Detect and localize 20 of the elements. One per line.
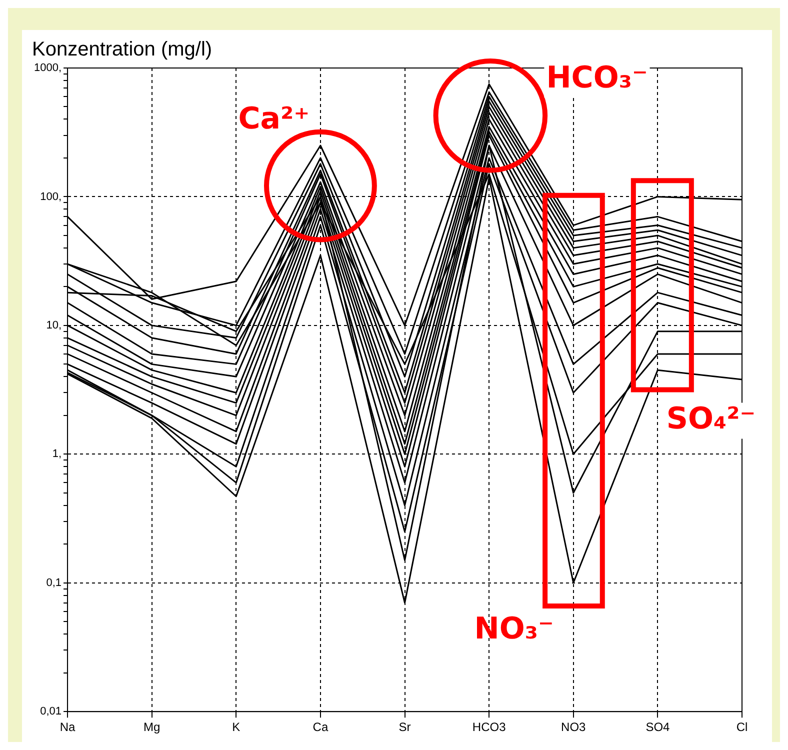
- annotation: NO₃⁻: [474, 611, 554, 646]
- y-tick-label: 10,: [46, 319, 62, 332]
- annotation: Ca²⁺: [238, 102, 310, 137]
- x-tick-label: SO4: [646, 720, 670, 734]
- y-tick-label: 0,01: [40, 706, 62, 718]
- x-tick-label: Na: [60, 720, 76, 734]
- x-tick-label: Sr: [398, 720, 411, 734]
- y-tick-label: 0,1: [46, 576, 62, 589]
- x-tick-label: Cl: [736, 720, 748, 734]
- y-tick-label: 100,: [40, 190, 62, 203]
- y-tick-label: 1,: [52, 448, 62, 460]
- y-tick-label: 1000,: [34, 62, 62, 74]
- x-tick-label: K: [232, 720, 240, 734]
- y-axis-title: Konzentration (mg/l): [32, 38, 212, 61]
- x-tick-label: Ca: [312, 720, 328, 734]
- annotation: SO₄²⁻: [666, 401, 756, 436]
- x-tick-label: HCO3: [472, 720, 506, 734]
- x-tick-label: Mg: [144, 720, 160, 734]
- annotation: HCO₃⁻: [546, 60, 648, 96]
- x-tick-label: NO3: [561, 720, 586, 734]
